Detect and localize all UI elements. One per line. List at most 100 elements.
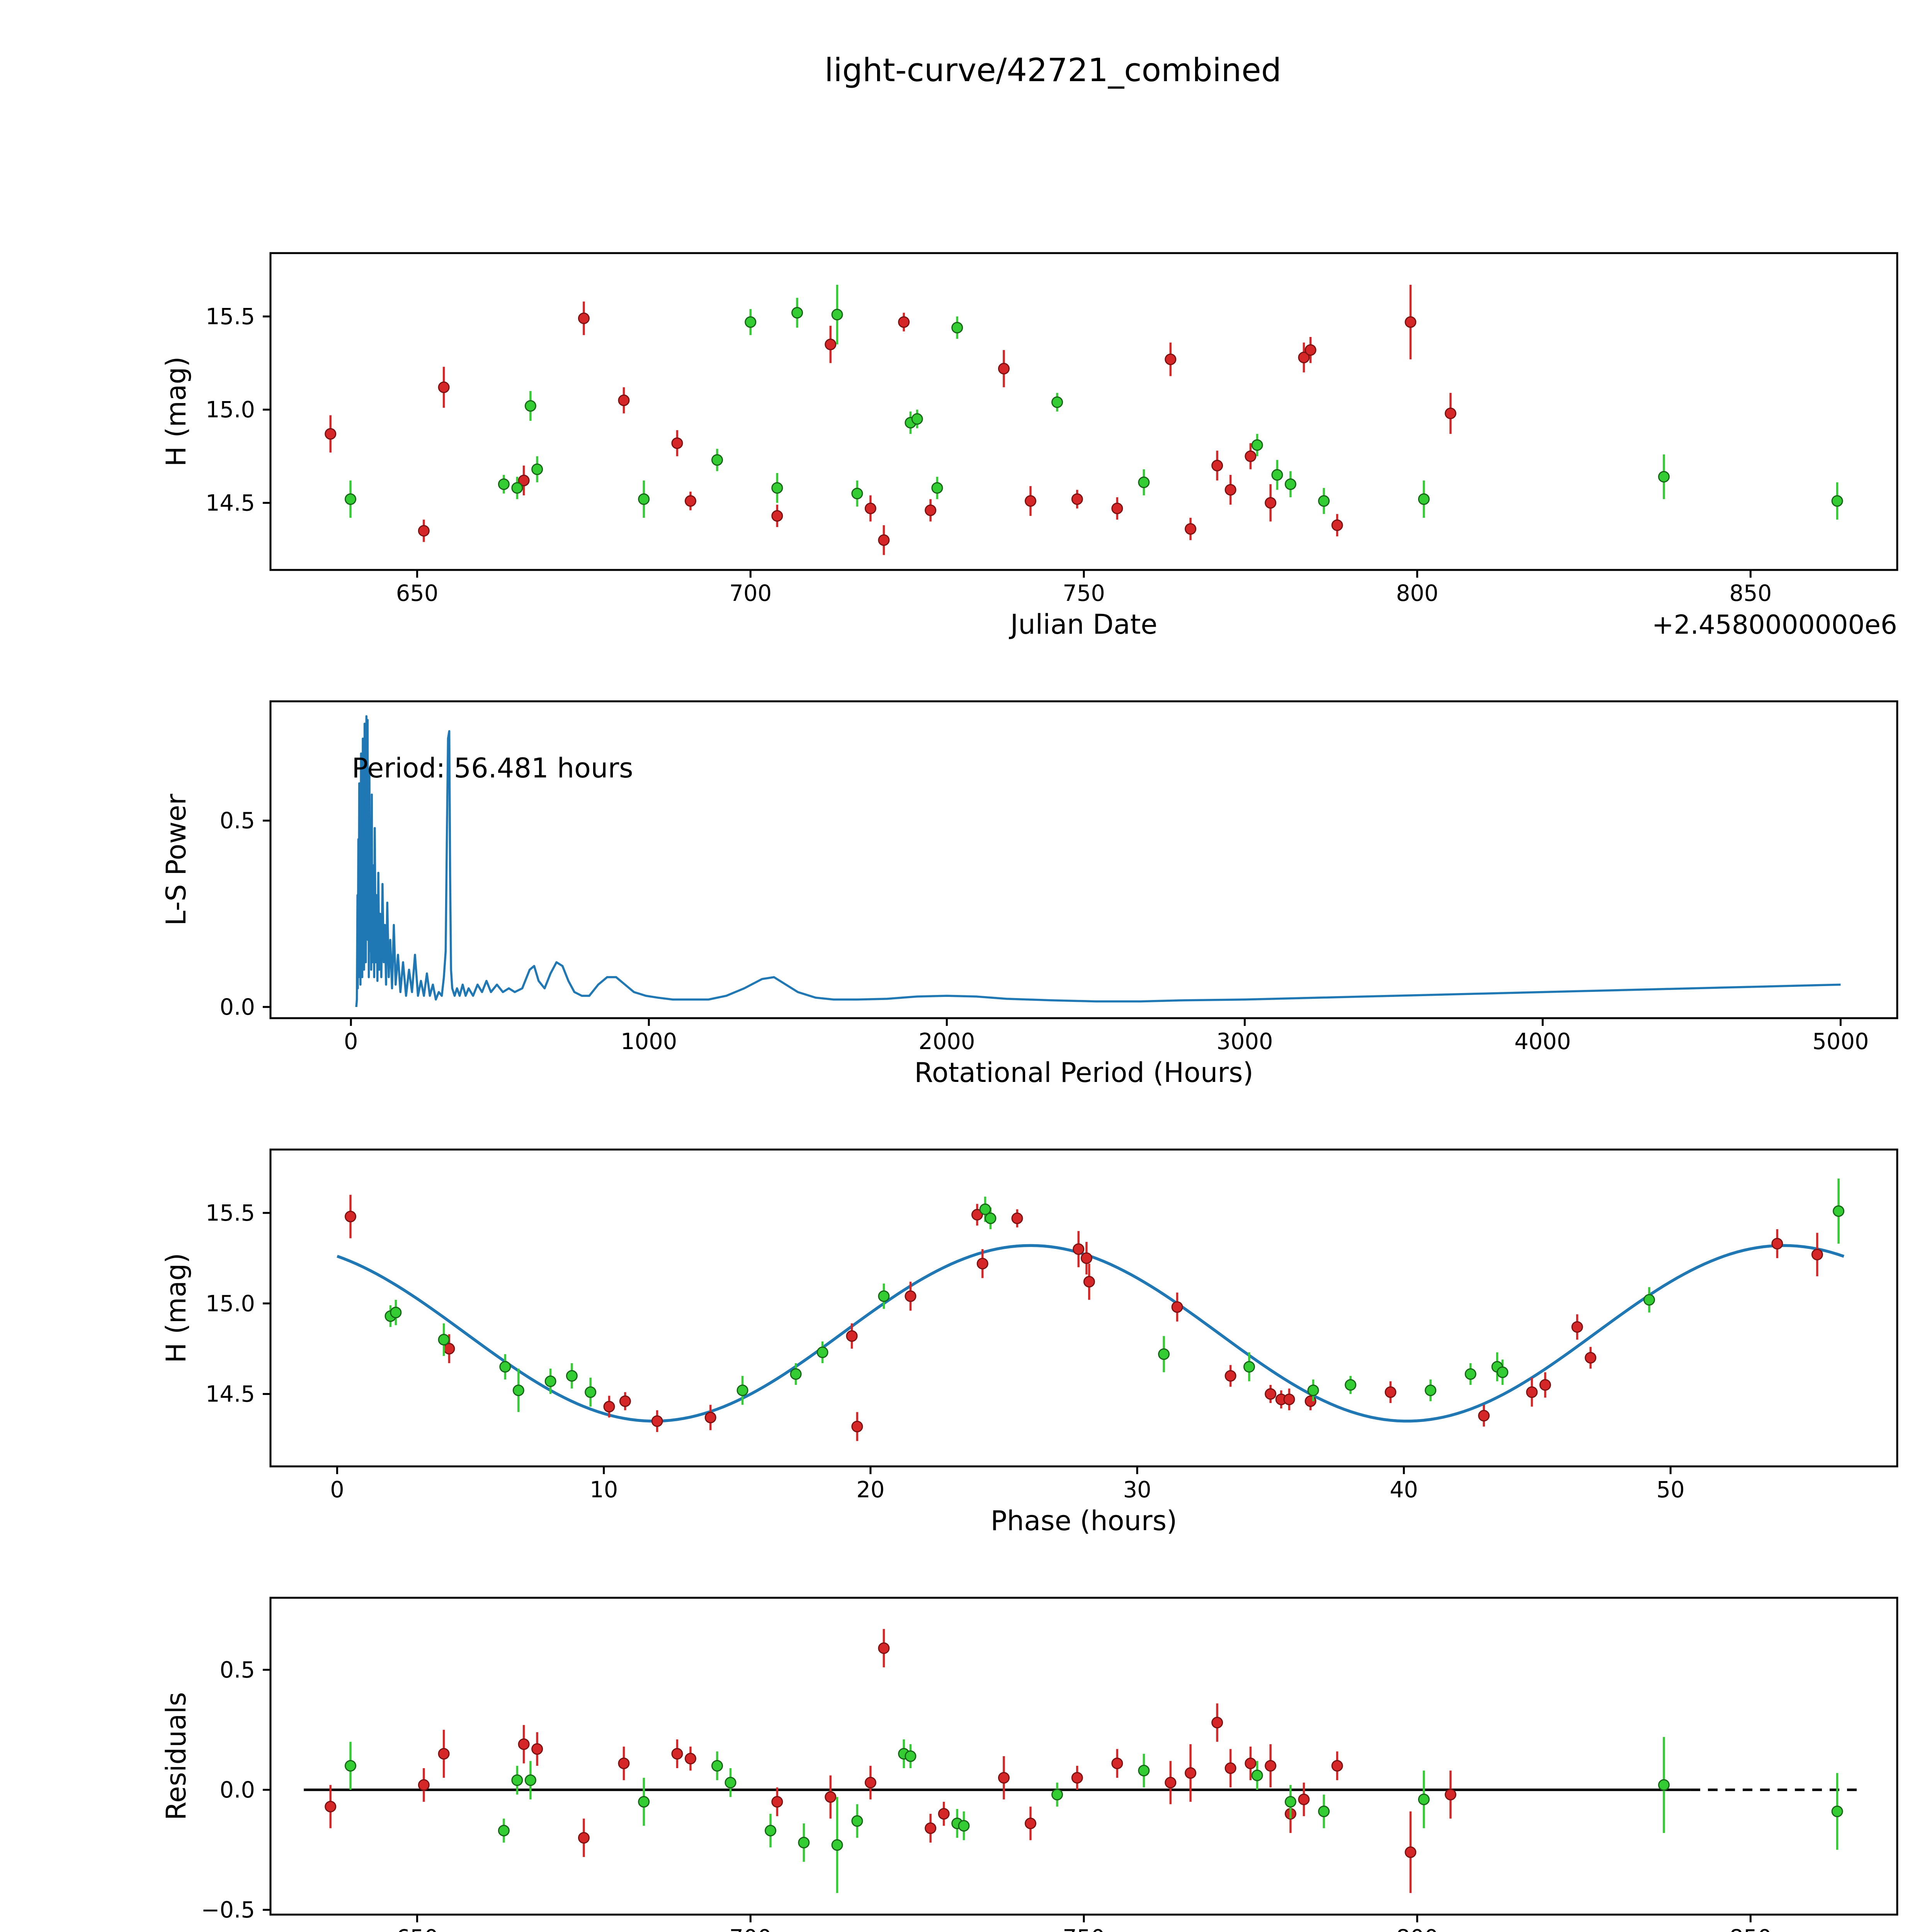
- data-point-red: [1225, 1370, 1236, 1382]
- data-point-green: [1464, 1368, 1476, 1380]
- y-axis-label: H (mag): [160, 356, 192, 466]
- data-point-green: [878, 1290, 890, 1302]
- data-point-green: [524, 400, 536, 412]
- data-point-red: [1331, 519, 1343, 531]
- x-tick-label: 0: [330, 1477, 344, 1503]
- y-tick-label: 15.5: [206, 1200, 255, 1226]
- data-point-green: [979, 1203, 991, 1215]
- periodogram-line: [355, 715, 1841, 1007]
- data-point-green: [511, 482, 523, 494]
- x-tick-label: 20: [856, 1477, 884, 1503]
- y-tick-label: 15.0: [206, 397, 255, 423]
- data-point-red: [671, 1748, 683, 1760]
- data-point-red: [1245, 1757, 1257, 1769]
- data-point-red: [851, 1420, 863, 1432]
- data-point-green: [512, 1384, 524, 1396]
- x-tick-label: 10: [590, 1477, 618, 1503]
- data-point-green: [911, 413, 923, 425]
- data-point-green: [1345, 1379, 1357, 1391]
- data-point-red: [1245, 450, 1257, 462]
- data-point-red: [905, 1290, 917, 1302]
- data-point-green: [931, 482, 943, 494]
- data-point-red: [618, 395, 630, 406]
- y-tick-label: 14.5: [206, 1381, 255, 1407]
- data-point-red: [864, 502, 876, 514]
- x-tick-label: 0: [344, 1029, 358, 1054]
- y-axis-label: H (mag): [160, 1253, 192, 1363]
- data-point-green: [711, 454, 723, 466]
- x-axis-label: Julian Date: [1009, 609, 1158, 640]
- data-point-red: [1298, 1793, 1310, 1805]
- axes-frame: [269, 1148, 1898, 1468]
- data-point-green: [831, 309, 843, 321]
- data-point-green: [390, 1306, 402, 1318]
- axes-frame: [269, 252, 1898, 571]
- data-point-red: [1083, 1276, 1095, 1288]
- x-tick-label: 3000: [1216, 1029, 1273, 1054]
- data-point-green: [905, 1750, 917, 1762]
- data-point-green: [1051, 1789, 1063, 1801]
- data-point-green: [1307, 1384, 1319, 1396]
- data-point-red: [1011, 1213, 1023, 1225]
- x-tick-label: 50: [1656, 1477, 1685, 1503]
- data-point-red: [771, 1796, 783, 1808]
- data-point-green: [791, 307, 803, 319]
- axes-frame: [269, 1597, 1898, 1916]
- data-point-red: [1265, 497, 1277, 509]
- data-point-red: [825, 338, 837, 350]
- data-point-green: [1831, 495, 1843, 507]
- data-point-red: [1304, 344, 1316, 356]
- y-tick-label: 0.5: [220, 1657, 255, 1683]
- panel-phase-fold: 0 10 20 30 40 50 14.5 15.0 15.5 Phase (hours) H (m…: [160, 1148, 1898, 1537]
- data-point-red: [1024, 1817, 1036, 1829]
- data-point-red: [898, 316, 910, 328]
- data-point-green: [1158, 1348, 1170, 1360]
- data-point-green: [498, 1825, 510, 1837]
- data-point-green: [985, 1213, 997, 1225]
- y-tick-label: 15.0: [206, 1291, 255, 1316]
- x-tick-label: 700: [729, 580, 772, 606]
- data-point-green: [345, 493, 357, 505]
- data-point-red: [671, 437, 683, 449]
- data-area-jd-lightcurve: [325, 284, 1843, 555]
- data-point-red: [1283, 1393, 1295, 1405]
- data-point-green: [745, 316, 757, 328]
- data-point-green: [1425, 1384, 1437, 1396]
- data-point-red: [418, 1779, 430, 1791]
- y-tick-label: 0.0: [220, 994, 255, 1020]
- data-point-red: [998, 363, 1010, 375]
- data-point-red: [1080, 1252, 1092, 1264]
- data-point-green: [851, 488, 863, 500]
- data-point-red: [1185, 1767, 1197, 1779]
- data-point-green: [1318, 495, 1330, 507]
- data-point-red: [925, 1822, 937, 1834]
- data-point-red: [1211, 459, 1223, 471]
- data-area-phase-fold: [337, 1178, 1845, 1441]
- data-point-red: [418, 525, 430, 537]
- data-point-green: [1251, 439, 1263, 451]
- data-point-green: [544, 1375, 556, 1387]
- data-point-red: [618, 1757, 630, 1769]
- x-axis-label: Phase (hours): [991, 1505, 1177, 1537]
- data-point-green: [345, 1760, 357, 1772]
- data-point-green: [1138, 1765, 1150, 1777]
- x-tick-label: 40: [1390, 1477, 1418, 1503]
- data-point-red: [1111, 502, 1123, 514]
- data-point-red: [878, 1642, 890, 1654]
- data-point-green: [816, 1346, 828, 1358]
- y-tick-label: 14.5: [206, 490, 255, 516]
- data-point-red: [1171, 1301, 1183, 1313]
- data-point-red: [1298, 352, 1310, 364]
- data-point-red: [1444, 1789, 1456, 1801]
- data-point-red: [825, 1791, 837, 1803]
- x-tick-label: 30: [1123, 1477, 1151, 1503]
- data-point-green: [438, 1334, 450, 1346]
- data-point-green: [1833, 1205, 1845, 1217]
- data-point-red: [1211, 1717, 1223, 1729]
- y-tick-label: 15.5: [206, 304, 255, 330]
- data-point-green: [638, 1796, 650, 1808]
- data-point-red: [1225, 484, 1236, 496]
- data-point-red: [1811, 1248, 1823, 1260]
- data-point-red: [1073, 1243, 1085, 1255]
